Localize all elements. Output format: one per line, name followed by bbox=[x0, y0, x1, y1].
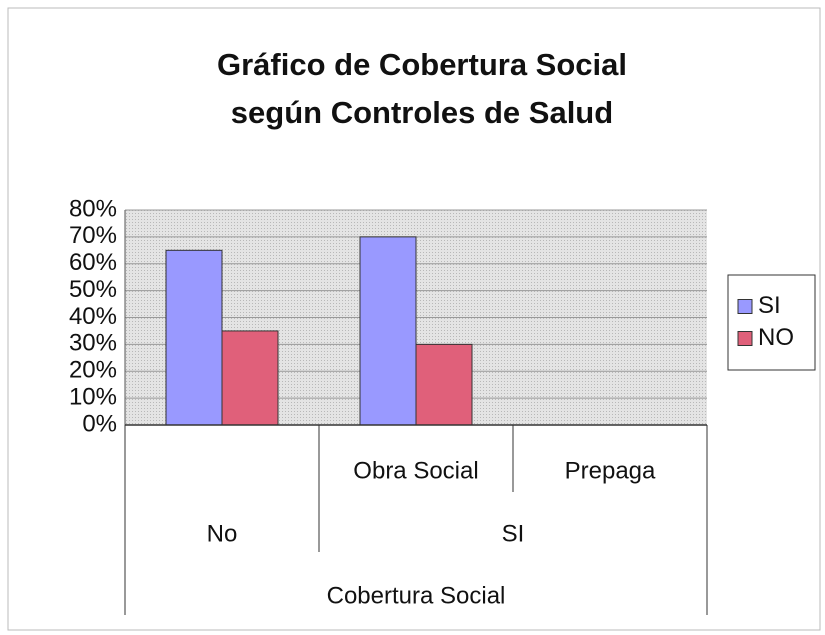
y-tick-label: 30% bbox=[69, 330, 117, 357]
bar bbox=[221, 330, 279, 426]
legend-label: SI bbox=[758, 292, 781, 319]
y-tick-label: 80% bbox=[69, 195, 117, 222]
y-tick-label: 0% bbox=[82, 410, 117, 437]
chart-title: Gráfico de Cobertura Social bbox=[217, 47, 627, 82]
y-tick-label: 50% bbox=[69, 276, 117, 303]
x-tick-label: Prepaga bbox=[565, 457, 656, 484]
bar bbox=[359, 236, 417, 426]
y-tick-label: 60% bbox=[69, 249, 117, 276]
x-axis-title: Cobertura Social bbox=[327, 582, 506, 609]
legend-swatch bbox=[737, 299, 753, 314]
y-tick-label: 10% bbox=[69, 383, 117, 410]
chart-border bbox=[7, 7, 821, 631]
y-tick-label: 70% bbox=[69, 222, 117, 249]
group-label: No bbox=[207, 520, 238, 547]
bar bbox=[415, 343, 473, 426]
y-tick-label: 20% bbox=[69, 357, 117, 384]
legend-box bbox=[727, 274, 816, 371]
x-tick-label: Obra Social bbox=[353, 457, 478, 484]
bar bbox=[165, 249, 223, 426]
chart-title: según Controles de Salud bbox=[231, 95, 613, 130]
group-label: SI bbox=[502, 520, 525, 547]
legend-label: NO bbox=[758, 324, 794, 351]
y-tick-label: 40% bbox=[69, 303, 117, 330]
legend-swatch bbox=[737, 331, 753, 346]
